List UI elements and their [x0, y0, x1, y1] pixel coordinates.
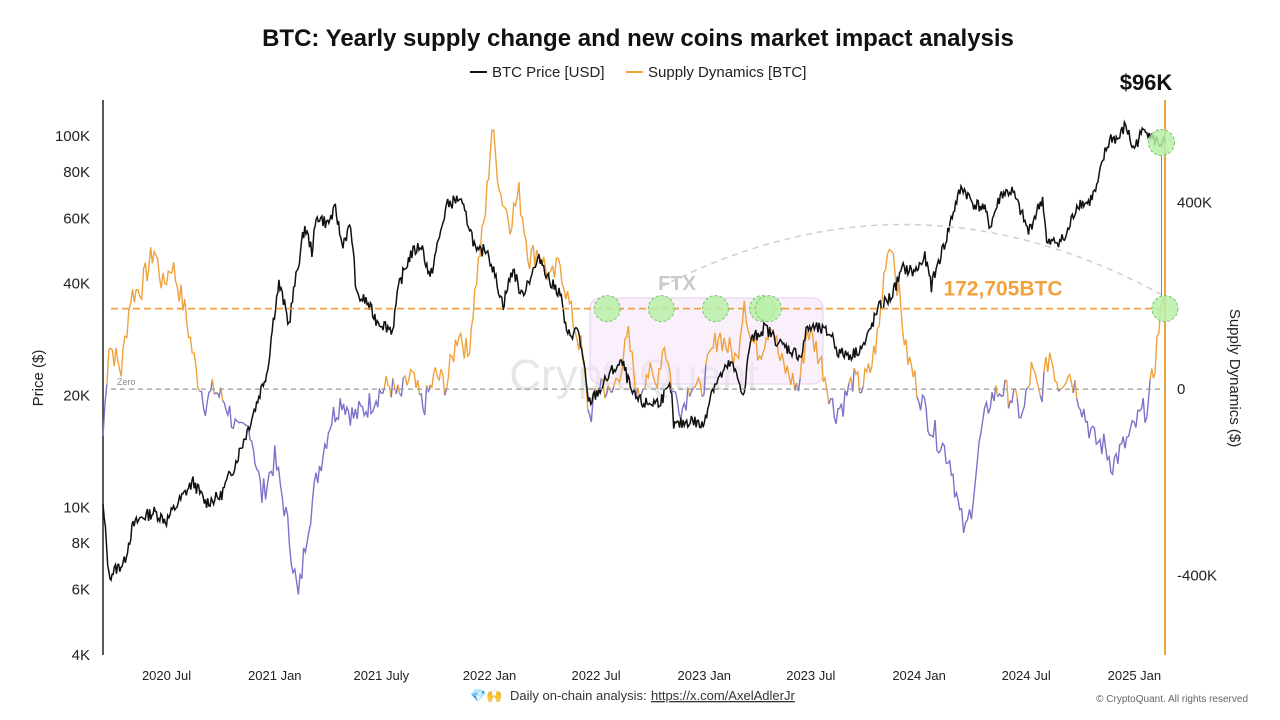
supply-line-negative: [1076, 379, 1151, 477]
supply-line-positive: [220, 387, 224, 401]
y-left-tick-label: 10K: [63, 499, 90, 516]
supply-line-positive: [600, 377, 606, 398]
supply-line-positive: [643, 345, 673, 392]
supply-line-positive: [392, 377, 397, 395]
y-axis-left-title: Price ($): [30, 350, 47, 407]
supply-line-positive: [429, 367, 446, 396]
y-left-tick-label: 80K: [63, 164, 90, 181]
supply-line-negative: [828, 383, 850, 424]
axes: 4K 6K 8K 10K 20K 40K 60K 80K 100K 400K 0 -400K 2020 …: [55, 100, 1217, 683]
supply-line-positive: [853, 368, 861, 394]
supply-line-positive: [692, 375, 703, 397]
supply-line-positive: [383, 375, 392, 398]
y-left-tick-label: 6K: [72, 582, 90, 599]
supply-line-negative: [398, 377, 404, 398]
supply-line-negative: [997, 379, 1006, 398]
copyright: © CryptoQuant. All rights reserved: [1096, 694, 1248, 705]
supply-line-negative: [688, 387, 694, 397]
footer-icons: 💎🙌: [470, 688, 502, 703]
price-line: [102, 119, 1166, 582]
supply-line-negative: [1016, 386, 1029, 419]
zero-label: Zero: [117, 377, 136, 387]
supply-line-positive: [848, 376, 854, 392]
chart-title: BTC: Yearly supply change and new coins …: [262, 25, 1014, 52]
supply-line-negative: [1007, 388, 1016, 409]
supply-line-positive: [862, 248, 918, 397]
x-tick-label: 2020 Jul: [142, 668, 191, 683]
footer: 💎🙌 Daily on-chain analysis: https://x.co…: [470, 688, 1248, 705]
highlight-marker: [1147, 129, 1175, 157]
supply-line-positive: [1060, 373, 1074, 393]
x-tick-label: 2024 Jan: [892, 668, 946, 683]
supply-line-negative: [604, 385, 610, 399]
x-tick-label: 2021 July: [353, 668, 409, 683]
supply-line-negative: [102, 384, 108, 437]
supply-line-positive: [402, 367, 421, 395]
y-axis-right-title: Supply Dynamics ($): [1226, 309, 1243, 447]
x-tick-label: 2022 Jul: [571, 668, 620, 683]
x-tick-label: 2023 Jul: [786, 668, 835, 683]
y-right-tick-label: -400K: [1177, 568, 1217, 585]
x-tick-label: 2023 Jan: [678, 668, 732, 683]
supply-line-positive: [211, 379, 215, 395]
footer-link[interactable]: https://x.com/AxelAdlerJr: [651, 688, 795, 703]
y-left-tick-label: 60K: [63, 210, 90, 227]
supply-line-negative: [610, 386, 615, 393]
y-left-tick-label: 20K: [63, 387, 90, 404]
highlight-marker: [754, 295, 782, 323]
supply-line-negative: [390, 377, 394, 398]
footer-text: Daily on-chain analysis:: [510, 688, 647, 703]
y-left-tick-label: 8K: [72, 535, 90, 552]
supply-line-positive: [995, 385, 999, 397]
supply-line-negative: [199, 379, 214, 416]
y-right-tick-label: 400K: [1177, 195, 1212, 212]
highlight-marker: [1151, 295, 1179, 323]
annotation-layer: Zero $96K 172,705BTC: [111, 70, 1179, 390]
supply-line-positive: [613, 325, 637, 398]
legend: BTC Price [USD] Supply Dynamics [BTC]: [470, 64, 806, 81]
y-left-tick-label: 100K: [55, 128, 90, 145]
legend-label-price: BTC Price [USD]: [492, 64, 605, 81]
x-tick-label: 2025 Jan: [1108, 668, 1162, 683]
x-tick-label: 2024 Jul: [1002, 668, 1051, 683]
x-tick-label: 2022 Jan: [463, 668, 517, 683]
supply-line-positive: [106, 247, 201, 392]
supply-line-negative: [213, 387, 222, 400]
x-tick-label: 2021 Jan: [248, 668, 302, 683]
supply-line-positive: [445, 129, 589, 410]
supply-line-negative: [419, 385, 428, 416]
supply-line-positive: [799, 328, 830, 405]
y-right-tick-label: 0: [1177, 381, 1185, 398]
price-annotation: $96K: [1120, 70, 1173, 95]
supply-line-positive: [1043, 352, 1060, 392]
series-layer: [102, 119, 1166, 595]
highlight-marker: [701, 295, 729, 323]
highlight-marker: [593, 295, 621, 323]
supply-line-negative: [671, 387, 689, 420]
supply-line-negative: [701, 364, 707, 398]
supply-line-negative: [222, 387, 386, 595]
supply-line-positive: [397, 384, 401, 394]
supply-line-positive: [1027, 361, 1041, 396]
ftx-label: FTX: [658, 273, 696, 295]
y-left-tick-label: 40K: [63, 276, 90, 293]
legend-label-supply: Supply Dynamics [BTC]: [648, 64, 806, 81]
supply-line-negative: [916, 385, 997, 534]
supply-line-negative: [1039, 371, 1045, 403]
supply-line-negative: [851, 368, 855, 392]
supply-annotation: 172,705BTC: [943, 278, 1062, 301]
supply-line-positive: [1014, 388, 1018, 399]
dashed-arc: [661, 223, 1162, 296]
y-left-tick-label: 4K: [72, 647, 90, 664]
highlight-marker: [647, 295, 675, 323]
supply-line-positive: [1004, 379, 1010, 409]
